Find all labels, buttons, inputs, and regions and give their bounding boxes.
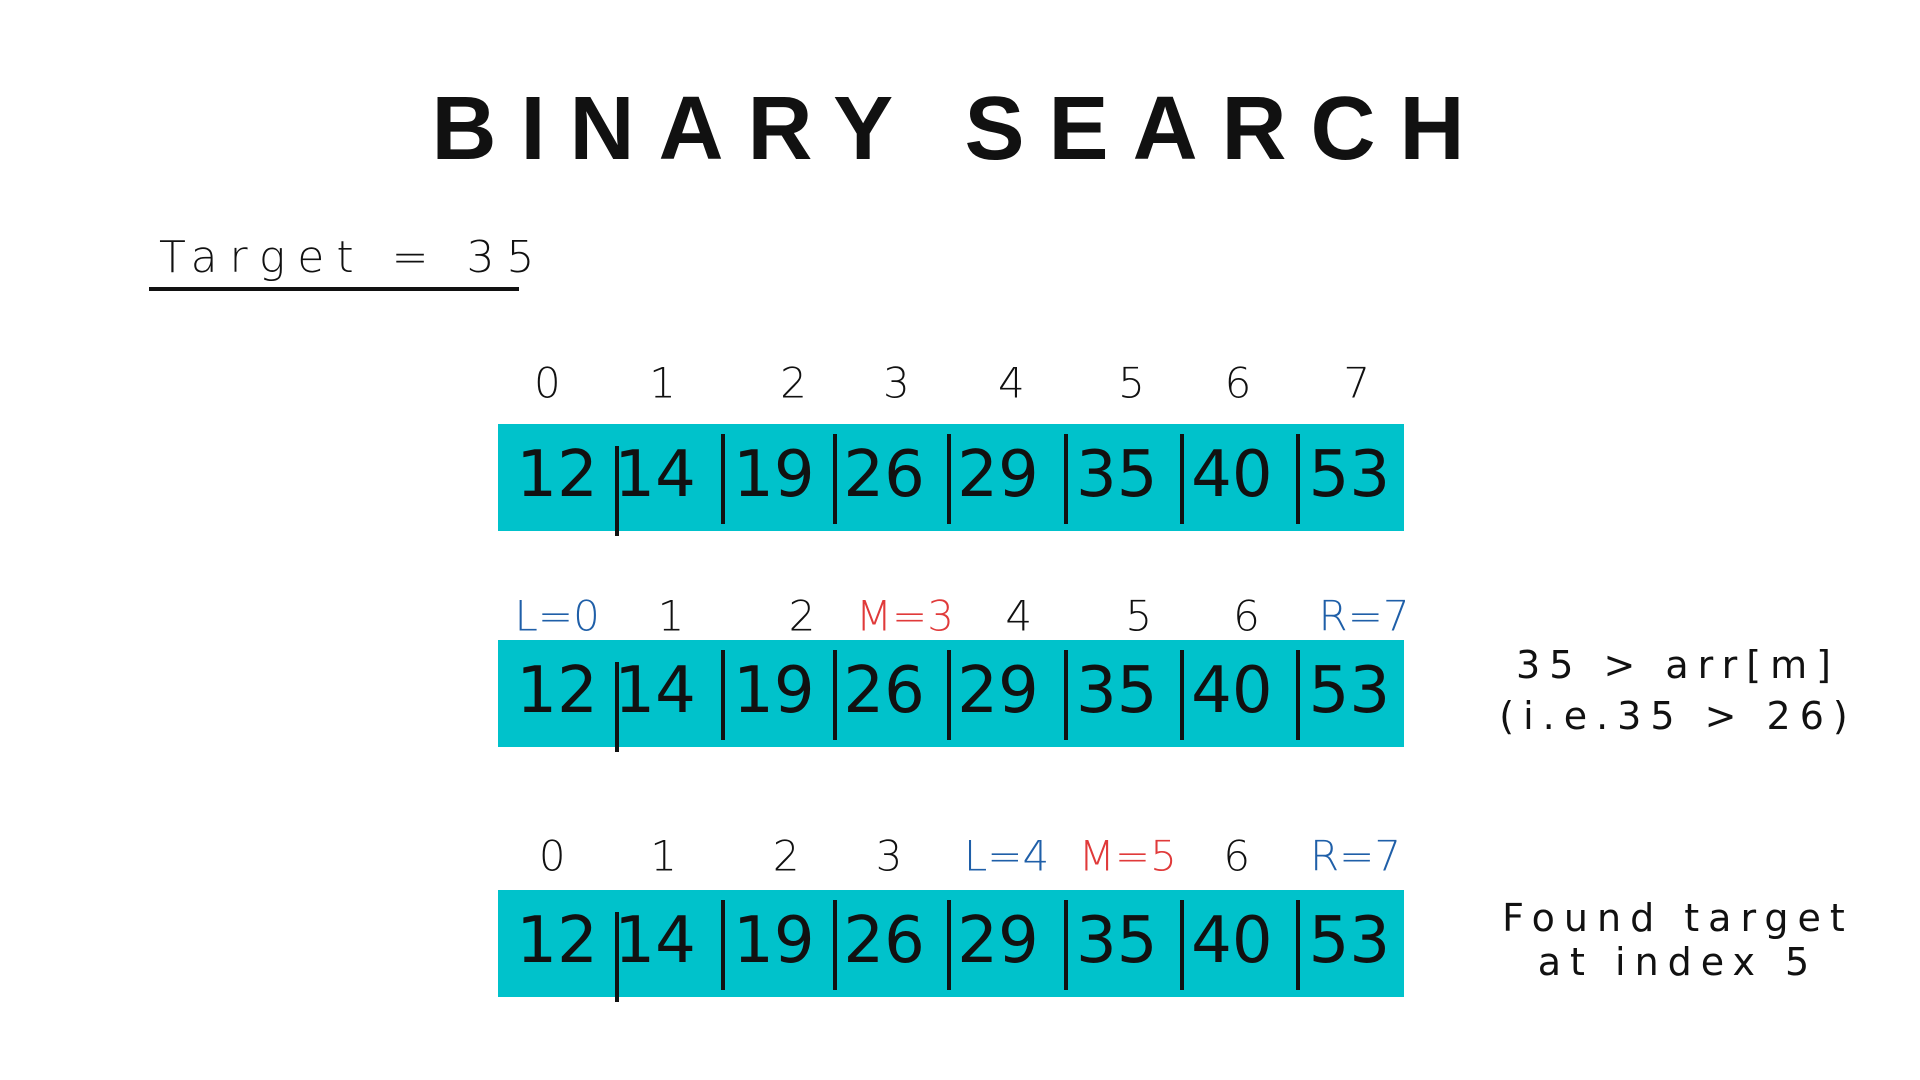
index-label: 2: [788, 591, 816, 641]
array-cell: 12: [516, 654, 598, 728]
array-cell: 29: [957, 438, 1039, 512]
cell-divider: [1295, 650, 1300, 740]
array-cell: 19: [733, 438, 815, 512]
array-cell: 14: [614, 438, 696, 512]
cell-divider: [721, 900, 726, 990]
index-label: 6: [1223, 831, 1251, 881]
cell-divider: [946, 434, 951, 524]
array-cell: 26: [843, 654, 925, 728]
cell-divider: [1295, 900, 1300, 990]
array-cell: 40: [1191, 438, 1273, 512]
target-label: Target = 35: [159, 232, 547, 283]
page-title: BINARY SEARCH: [431, 79, 1489, 179]
cell-divider: [1064, 650, 1069, 740]
array-cell: 35: [1076, 904, 1158, 978]
index-label: 1: [650, 831, 678, 881]
pointer-label: R=7: [1318, 591, 1410, 641]
cell-divider: [1180, 650, 1185, 740]
array-cell: 35: [1076, 654, 1158, 728]
cell-divider: [832, 650, 837, 740]
index-label: 7: [1343, 358, 1371, 408]
index-label: 1: [657, 591, 685, 641]
array-cell: 35: [1076, 438, 1158, 512]
array-row-1: 12 14 19 26 29 35 40 53: [498, 640, 1404, 752]
array-cell: 53: [1308, 438, 1391, 512]
cell-divider: [946, 900, 951, 990]
cell-divider: [946, 650, 951, 740]
cell-divider: [1064, 900, 1069, 990]
cell-divider: [614, 446, 619, 536]
cell-divider: [1180, 434, 1185, 524]
array-cell: 40: [1191, 654, 1273, 728]
step-note: at index 5: [1537, 940, 1819, 984]
index-label: 4: [998, 358, 1025, 408]
cell-divider: [1180, 900, 1185, 990]
step-note: 35 > arr[m]: [1516, 643, 1840, 687]
array-cell: 19: [733, 904, 815, 978]
index-label: 2: [780, 358, 807, 408]
index-label: 0: [533, 358, 561, 408]
cell-divider: [721, 434, 726, 524]
mid-pointer-label: M=3: [855, 591, 954, 641]
index-label: 6: [1233, 591, 1260, 641]
array-row-0: 12 14 19 26 29 35 40 53: [498, 424, 1404, 536]
array-cell: 29: [957, 654, 1039, 728]
index-label: 1: [649, 358, 676, 408]
cell-divider: [614, 912, 619, 1002]
array-cell: 14: [614, 904, 696, 978]
array-cell: 29: [957, 904, 1039, 978]
index-label: 2: [772, 831, 800, 881]
index-label: 6: [1224, 358, 1252, 408]
array-cell: 26: [843, 904, 925, 978]
array-cell: 40: [1191, 904, 1273, 978]
array-cell: 12: [516, 438, 598, 512]
index-label: 3: [875, 831, 903, 881]
cell-divider: [1295, 434, 1300, 524]
step-note: Found target: [1502, 896, 1854, 940]
index-label: 4: [1005, 591, 1033, 641]
step-note: (i.e.35 > 26): [1499, 694, 1857, 738]
array-cell: 14: [614, 654, 696, 728]
cell-divider: [1064, 434, 1069, 524]
index-label: 0: [538, 831, 566, 881]
cell-divider: [832, 434, 837, 524]
array-cell: 53: [1308, 904, 1391, 978]
index-label: 5: [1118, 358, 1145, 408]
index-label: 3: [882, 358, 910, 408]
array-cell: 12: [516, 904, 598, 978]
array-cell: 26: [843, 438, 925, 512]
pointer-label: R=7: [1309, 831, 1402, 881]
index-label: 5: [1125, 591, 1153, 641]
array-cell: 19: [733, 654, 815, 728]
pointer-label: L=4: [963, 831, 1050, 881]
cell-divider: [832, 900, 837, 990]
cell-divider: [721, 650, 726, 740]
target-underline: [149, 287, 519, 291]
cell-divider: [614, 662, 619, 752]
pointer-label: L=0: [514, 591, 600, 641]
array-row-2: 12 14 19 26 29 35 40 53: [498, 890, 1404, 1002]
array-cell: 53: [1308, 654, 1391, 728]
mid-pointer-label: M=5: [1078, 831, 1177, 881]
